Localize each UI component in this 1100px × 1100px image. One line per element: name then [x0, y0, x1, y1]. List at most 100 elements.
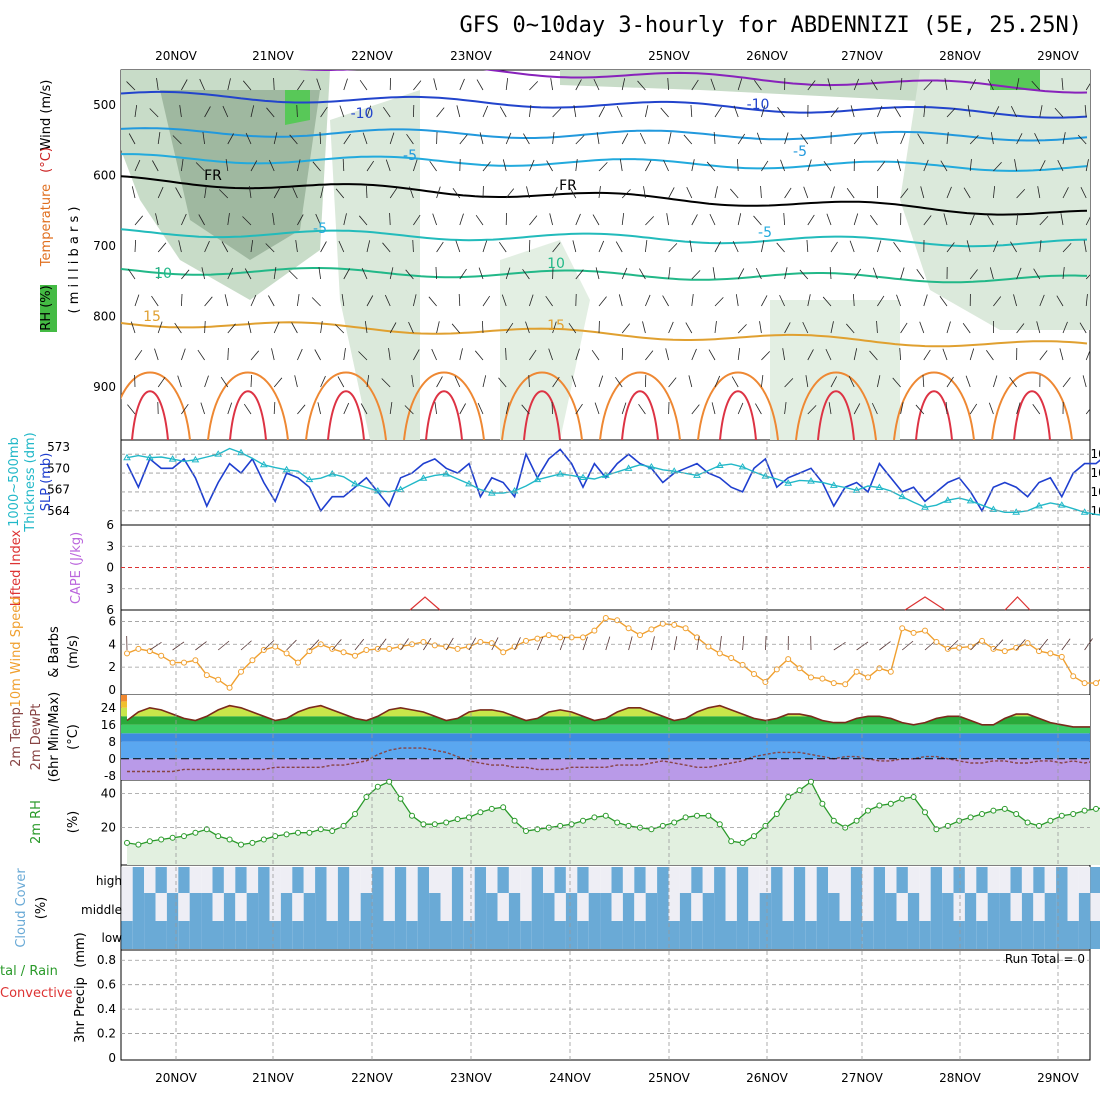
- wind-barb: [830, 107, 839, 118]
- wind-barb: [482, 240, 488, 253]
- cloud-cell: [565, 893, 578, 921]
- cloud-cell: [292, 921, 304, 949]
- cloud-cell: [349, 867, 361, 893]
- wind-barb: [691, 404, 700, 415]
- cloud-cell: [1078, 893, 1091, 921]
- wind-barb: [1014, 159, 1017, 172]
- thickness-point: [1080, 508, 1089, 515]
- rh-point: [625, 822, 632, 829]
- wind-barb-10m: [172, 641, 185, 651]
- wind-speed-point: [773, 666, 780, 673]
- wind-barb: [784, 322, 791, 334]
- wind-barb: [1082, 375, 1087, 388]
- wind-speed-point: [500, 649, 507, 656]
- contour-label: -5: [403, 148, 417, 164]
- wind-barb: [545, 295, 553, 307]
- wind-barb: [736, 159, 739, 172]
- cloud-cell: [953, 893, 965, 921]
- cloud-cell: [201, 921, 213, 949]
- rh-point: [682, 814, 689, 821]
- date-label-top: 25NOV: [648, 49, 690, 63]
- isotherm-20: [121, 371, 191, 440]
- slp-tick: 1018: [1090, 485, 1100, 499]
- wind-barb: [877, 375, 881, 388]
- wind-barb: [593, 78, 600, 91]
- rh-high-patch: [990, 70, 1040, 90]
- wind-barb: [990, 132, 994, 145]
- cloud-cell: [634, 867, 646, 893]
- wind-barb: [900, 132, 906, 145]
- cloud-cell: [805, 867, 817, 893]
- wind-barb: [127, 404, 136, 415]
- wind-barb: [595, 267, 600, 280]
- wind-barb: [502, 159, 507, 172]
- wind-barb: [965, 375, 971, 388]
- wind-barb: [155, 213, 159, 226]
- wind-barb: [154, 348, 159, 361]
- cloud-cell: [805, 893, 817, 921]
- thickness-point: [807, 477, 815, 484]
- cloud-cell: [486, 921, 498, 949]
- label-cloud-unit: (%): [34, 897, 49, 920]
- cloud-cell: [999, 921, 1011, 949]
- cloud-cell: [543, 921, 555, 949]
- isotherm-25: [425, 390, 463, 440]
- wind-barb: [172, 135, 182, 145]
- cloud-cell: [748, 893, 760, 921]
- wind-barb: [319, 131, 321, 145]
- label-thickness-dm: Thickness (dm): [23, 432, 38, 532]
- wind-barb-10m: [765, 635, 767, 651]
- wind-speed-point: [751, 671, 757, 677]
- cloud-cell: [463, 893, 475, 921]
- thickness-point: [898, 492, 907, 500]
- pressure-tick: 500: [93, 98, 116, 112]
- label-2m-rh: 2m RH: [29, 800, 44, 844]
- temp-band: [121, 716, 1090, 725]
- upper-air-panel: -10 -10 -5 -5 FR FR -5 -5 10 10 15 15: [121, 70, 1090, 440]
- wind-barb: [181, 269, 190, 280]
- wind-barb: [993, 375, 998, 388]
- wind-speed-point: [534, 635, 541, 642]
- cloud-cell: [166, 921, 179, 949]
- wind-barb: [436, 186, 441, 199]
- cloud-cell: [942, 867, 954, 893]
- cloud-cell: [474, 893, 487, 921]
- wind-speed-point: [716, 650, 723, 657]
- rh-point: [785, 794, 792, 800]
- wind-barb: [1079, 322, 1087, 334]
- wind-barb: [546, 160, 553, 172]
- wind-barb: [552, 242, 561, 253]
- wind-barb: [668, 132, 672, 145]
- cloud-cell: [885, 867, 897, 893]
- wind-barb: [245, 132, 252, 145]
- contour-label: FR: [204, 168, 222, 184]
- wind-barb: [668, 243, 678, 253]
- wind-barb: [436, 321, 440, 334]
- wind-barb: [598, 106, 605, 118]
- rh-point: [523, 828, 529, 834]
- wind-barb: [761, 160, 769, 172]
- wind-barb: [830, 241, 838, 253]
- wind-speed-point: [124, 650, 130, 657]
- wind-barb: [505, 347, 507, 361]
- cloud-cell: [668, 921, 680, 949]
- cloud-cell: [805, 921, 817, 949]
- wind-barb: [482, 161, 491, 172]
- wind-barb: [946, 107, 956, 118]
- wind-barb: [853, 78, 860, 91]
- cloud-cell: [474, 867, 487, 893]
- wind-barb: [273, 377, 283, 388]
- label-rh: RH (%): [39, 285, 54, 330]
- wind-barb: [413, 159, 418, 172]
- isotherm-line: [121, 175, 1088, 216]
- temp-band: [121, 724, 1090, 734]
- cloud-cell: [634, 921, 646, 949]
- wind-barb: [482, 105, 489, 118]
- wind-barb: [550, 78, 553, 91]
- date-label-top: 21NOV: [252, 49, 294, 63]
- wind-barb: [409, 186, 414, 199]
- wind-speed-point: [591, 627, 598, 634]
- wind-speed-point: [1093, 680, 1099, 687]
- cloud-cell: [360, 893, 373, 921]
- wind-barb: [149, 108, 159, 118]
